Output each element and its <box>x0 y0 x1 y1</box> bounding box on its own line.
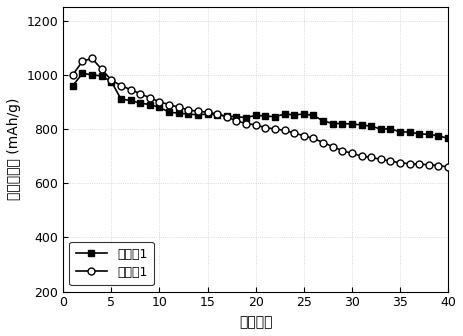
对比例1 <box>99 67 105 71</box>
实施例1 <box>436 134 441 138</box>
对比例1 <box>243 122 249 126</box>
对比例1 <box>320 140 326 144</box>
实施例1 <box>301 112 307 116</box>
实施例1 <box>214 113 220 117</box>
实施例1 <box>263 114 268 118</box>
对比例1 <box>186 108 191 112</box>
对比例1 <box>118 84 124 88</box>
实施例1 <box>369 124 374 128</box>
对比例1 <box>397 161 403 165</box>
对比例1 <box>330 144 335 149</box>
对比例1 <box>89 56 95 60</box>
对比例1 <box>147 96 153 100</box>
X-axis label: 循环次数: 循环次数 <box>239 315 272 329</box>
实施例1 <box>397 130 403 134</box>
对比例1 <box>311 136 316 140</box>
实施例1 <box>426 132 432 136</box>
实施例1 <box>80 71 85 75</box>
对比例1 <box>378 157 383 161</box>
实施例1 <box>282 112 288 116</box>
对比例1 <box>156 100 162 104</box>
实施例1 <box>176 111 181 115</box>
实施例1 <box>291 113 297 117</box>
实施例1 <box>417 132 422 136</box>
对比例1 <box>388 159 393 163</box>
对比例1 <box>349 151 355 155</box>
实施例1 <box>166 110 172 114</box>
对比例1 <box>339 149 345 153</box>
对比例1 <box>426 163 432 167</box>
对比例1 <box>205 110 210 114</box>
实施例1 <box>118 97 124 101</box>
实施例1 <box>445 136 451 140</box>
对比例1 <box>166 102 172 107</box>
对比例1 <box>417 162 422 166</box>
对比例1 <box>214 112 220 116</box>
对比例1 <box>108 78 114 82</box>
实施例1 <box>195 113 201 117</box>
对比例1 <box>282 128 288 132</box>
对比例1 <box>301 134 307 138</box>
实施例1 <box>224 114 230 118</box>
对比例1 <box>195 109 201 113</box>
实施例1 <box>156 105 162 109</box>
实施例1 <box>272 115 278 119</box>
对比例1 <box>80 59 85 63</box>
对比例1 <box>253 123 258 127</box>
对比例1 <box>176 105 181 109</box>
实施例1 <box>330 122 335 126</box>
对比例1 <box>234 119 239 123</box>
对比例1 <box>70 73 75 77</box>
实施例1 <box>99 74 105 78</box>
实施例1 <box>359 123 364 127</box>
对比例1 <box>359 154 364 158</box>
实施例1 <box>253 113 258 117</box>
对比例1 <box>445 165 451 169</box>
对比例1 <box>263 126 268 130</box>
实施例1 <box>234 115 239 119</box>
实施例1 <box>89 73 95 77</box>
Line: 实施例1: 实施例1 <box>70 71 451 141</box>
对比例1 <box>138 92 143 96</box>
实施例1 <box>339 122 345 126</box>
实施例1 <box>138 101 143 105</box>
实施例1 <box>205 112 210 116</box>
对比例1 <box>128 88 133 92</box>
实施例1 <box>243 116 249 120</box>
Y-axis label: 放电比容量 (mAh/g): 放电比容量 (mAh/g) <box>7 98 21 201</box>
实施例1 <box>186 112 191 116</box>
实施例1 <box>311 113 316 117</box>
实施例1 <box>108 80 114 84</box>
实施例1 <box>349 122 355 126</box>
Line: 对比例1: 对比例1 <box>69 55 451 170</box>
实施例1 <box>388 127 393 131</box>
对比例1 <box>436 164 441 168</box>
实施例1 <box>147 102 153 107</box>
实施例1 <box>407 130 413 134</box>
对比例1 <box>407 162 413 166</box>
对比例1 <box>272 127 278 131</box>
实施例1 <box>320 119 326 123</box>
对比例1 <box>224 115 230 119</box>
实施例1 <box>128 98 133 102</box>
对比例1 <box>291 131 297 135</box>
实施例1 <box>70 84 75 88</box>
对比例1 <box>369 156 374 160</box>
实施例1 <box>378 127 383 131</box>
Legend: 实施例1, 对比例1: 实施例1, 对比例1 <box>69 242 154 285</box>
